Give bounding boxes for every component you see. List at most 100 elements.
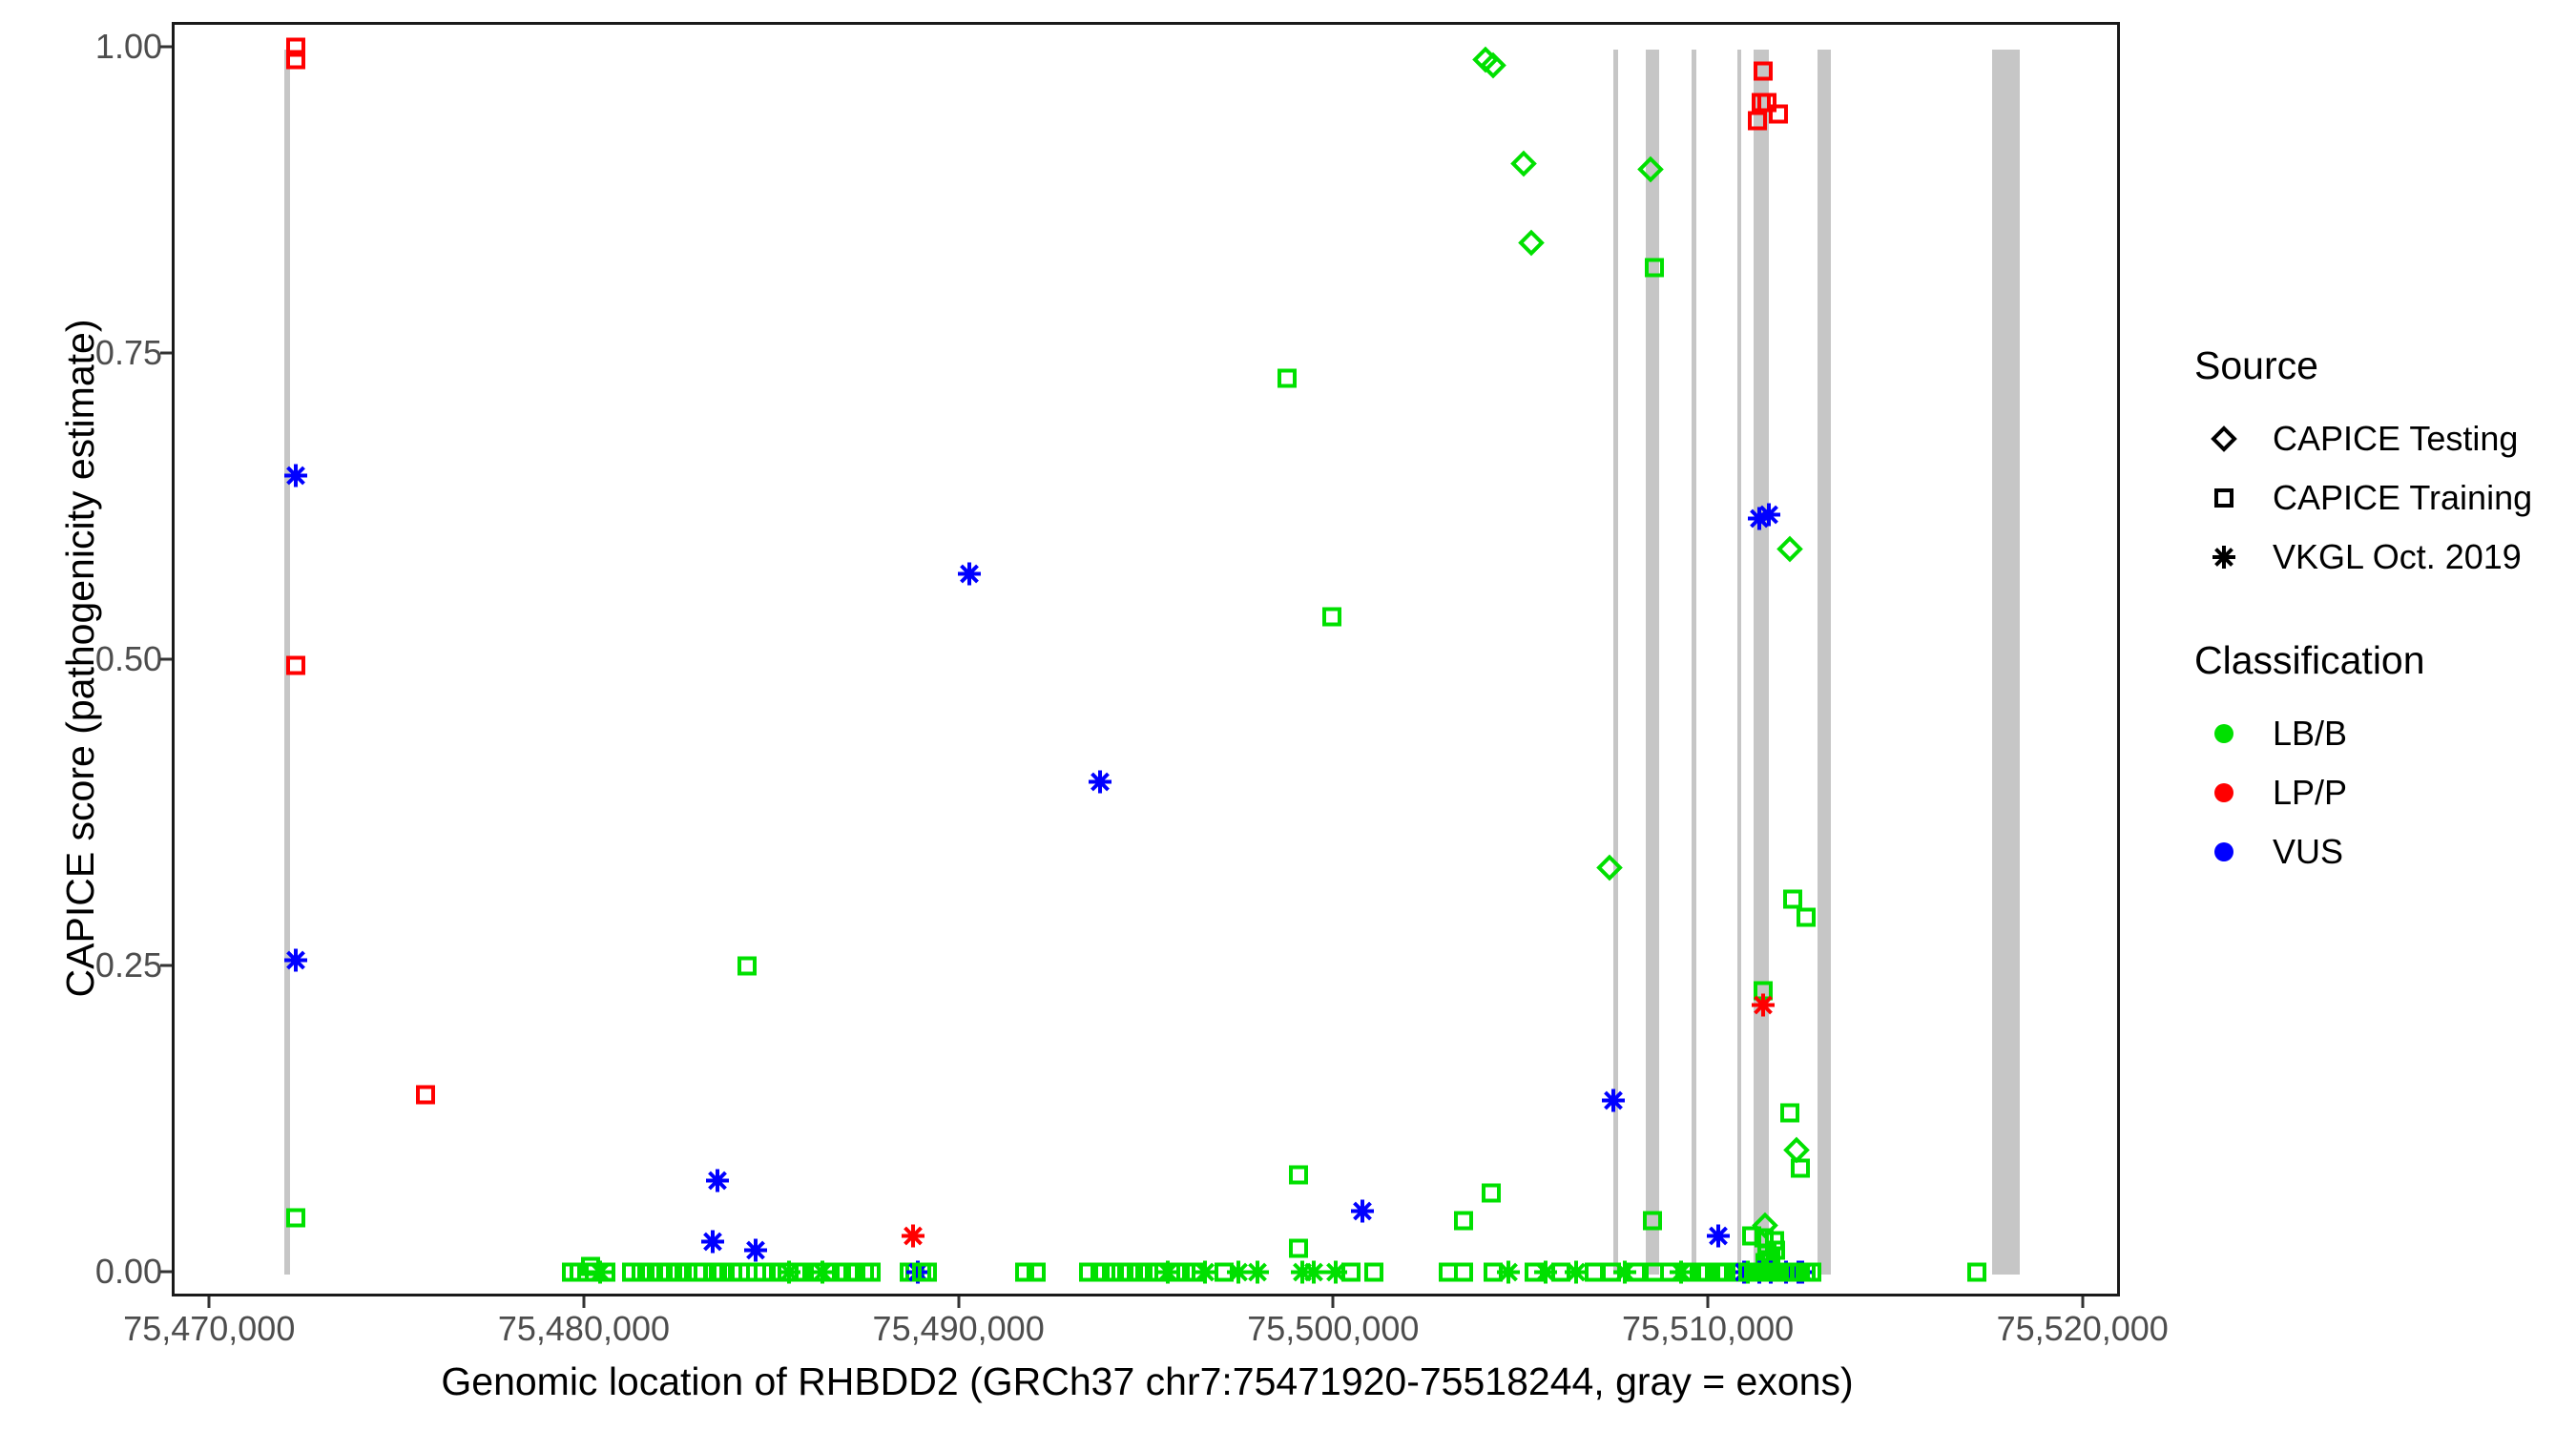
y-tick-label: 0.50 [94, 639, 162, 678]
data-point [1479, 51, 1507, 84]
data-point [816, 1258, 844, 1292]
data-point [1655, 1258, 1684, 1292]
data-point [1782, 1135, 1811, 1169]
data-point [1115, 1258, 1144, 1292]
data-point [1125, 1258, 1153, 1292]
data-point [664, 1258, 693, 1292]
square-marker-icon [2194, 468, 2254, 528]
x-tick-label: 75,520,000 [1996, 1309, 2169, 1348]
data-point [1776, 535, 1804, 569]
data-point [749, 1258, 778, 1292]
legend-source-row[interactable]: CAPICE Testing [2194, 409, 2566, 468]
data-point [1597, 1258, 1626, 1292]
legend-classification-label: VUS [2273, 832, 2344, 871]
legend-source-block: Source CAPICE Testing CAPICE Training VKGL… [2194, 343, 2566, 587]
data-point [733, 952, 761, 985]
data-point [1477, 1178, 1506, 1212]
legend-classification-row[interactable]: LB/B [2194, 704, 2566, 763]
plot-panel [172, 22, 2120, 1296]
data-point [674, 1258, 702, 1292]
data-point [689, 1258, 717, 1292]
data-point [1685, 1258, 1714, 1292]
legend-classification-row[interactable]: VUS [2194, 822, 2566, 881]
data-point [1547, 1258, 1575, 1292]
data-point [907, 1258, 936, 1292]
data-point [636, 1258, 665, 1292]
data-point [699, 1258, 728, 1292]
data-point [1288, 1258, 1317, 1292]
data-point [726, 1258, 755, 1292]
exon-bar [1736, 49, 1742, 1275]
data-point [1471, 45, 1500, 78]
legend-source-label: CAPICE Testing [2273, 419, 2519, 458]
exon-bar [1692, 49, 1697, 1275]
data-point [1494, 1258, 1523, 1292]
data-point [708, 1258, 737, 1292]
data-point [857, 1258, 885, 1292]
data-point [1191, 1258, 1219, 1292]
data-point [1772, 1258, 1800, 1292]
data-point [775, 1258, 803, 1292]
data-point [741, 1236, 770, 1270]
data-point [1086, 768, 1114, 801]
legend-classification-rows: LB/B LP/P VUS [2194, 704, 2566, 881]
y-tick-mark [160, 657, 172, 661]
data-point [698, 1228, 727, 1261]
legend-classification-row[interactable]: LP/P [2194, 763, 2566, 822]
data-point [1153, 1258, 1182, 1292]
data-point [576, 1252, 605, 1285]
data-point [1517, 229, 1546, 262]
color-dot-icon [2194, 822, 2254, 881]
x-tick-mark [1331, 1296, 1335, 1308]
data-point [1704, 1221, 1733, 1255]
data-point [782, 1258, 811, 1292]
legend-source-title: Source [2194, 343, 2318, 387]
data-point [557, 1258, 586, 1292]
data-point [850, 1258, 879, 1292]
data-point [703, 1166, 732, 1199]
data-point [1162, 1258, 1191, 1292]
data-point [1520, 1258, 1548, 1292]
legend-source-row[interactable]: CAPICE Training [2194, 468, 2566, 528]
data-point [827, 1258, 856, 1292]
x-tick-label: 75,510,000 [1621, 1309, 1795, 1348]
x-tick-mark [957, 1296, 961, 1308]
y-tick-label: 0.25 [94, 945, 162, 985]
data-point [1172, 1258, 1200, 1292]
data-point [1321, 1258, 1350, 1292]
data-point [592, 1258, 620, 1292]
legend-source-label: VKGL Oct. 2019 [2273, 537, 2522, 576]
data-point [1776, 1258, 1804, 1292]
data-point [1074, 1258, 1103, 1292]
data-point [1318, 603, 1346, 636]
y-tick-mark [160, 1270, 172, 1274]
data-point [1580, 1258, 1609, 1292]
data-point [1134, 1258, 1163, 1292]
x-tick-label: 75,480,000 [497, 1309, 671, 1348]
data-point [1022, 1258, 1050, 1292]
data-point [654, 1258, 683, 1292]
data-point [1360, 1258, 1388, 1292]
color-dot-icon [2194, 704, 2254, 763]
data-point [1107, 1258, 1135, 1292]
legend-source-row[interactable]: VKGL Oct. 2019 [2194, 528, 2566, 587]
legend-classification-label: LP/P [2273, 773, 2348, 812]
data-point [913, 1258, 942, 1292]
x-tick-mark [207, 1296, 211, 1308]
data-point [1210, 1258, 1238, 1292]
data-point [1770, 1258, 1798, 1292]
data-point [718, 1258, 747, 1292]
data-point [1786, 1258, 1815, 1292]
data-point [1792, 1258, 1820, 1292]
legend-source-rows: CAPICE Testing CAPICE Training VKGL Oct. 2… [2194, 409, 2566, 587]
data-point [1788, 1258, 1817, 1292]
exon-bar [1612, 49, 1618, 1275]
data-point [1667, 1258, 1695, 1292]
data-point [1778, 884, 1807, 918]
data-point [1337, 1258, 1365, 1292]
exon-bar [1817, 49, 1831, 1275]
x-tick-label: 75,490,000 [872, 1309, 1045, 1348]
data-point [904, 1258, 932, 1292]
x-tick-label: 75,500,000 [1247, 1309, 1420, 1348]
exon-bar [1754, 49, 1769, 1275]
